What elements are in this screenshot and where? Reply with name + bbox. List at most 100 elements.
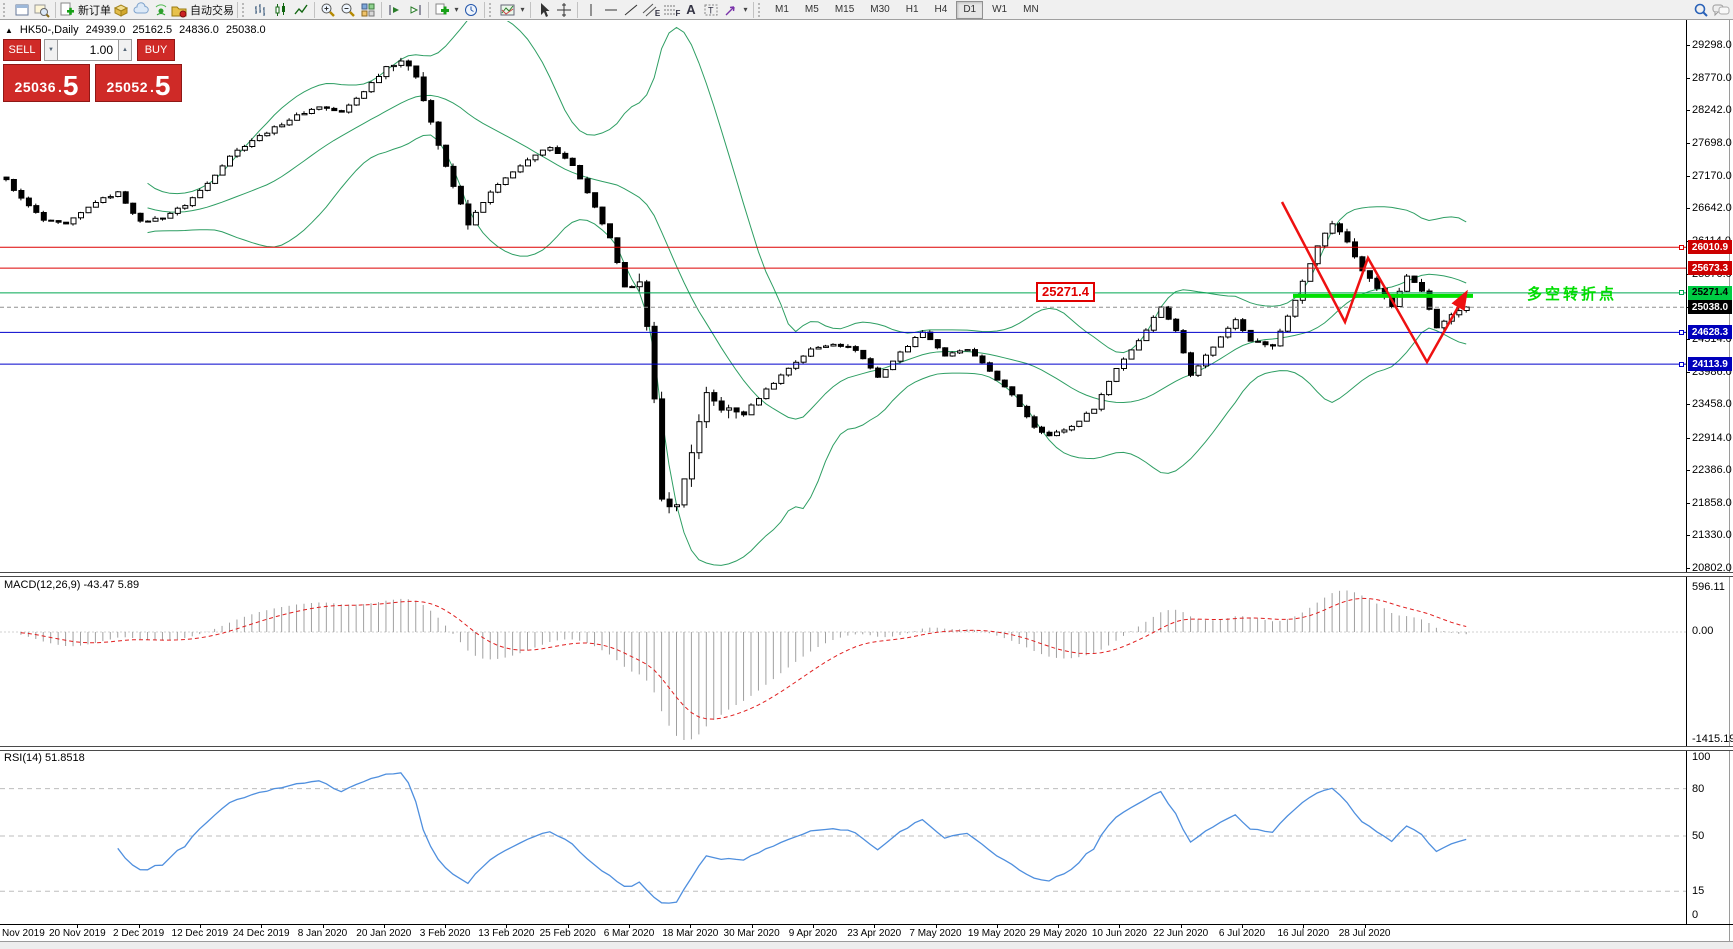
chart-shift-icon[interactable]: [405, 1, 425, 19]
add-indicator-icon[interactable]: [432, 1, 452, 19]
chart-type-caret[interactable]: ▾: [520, 5, 525, 14]
pane-separator[interactable]: [0, 572, 1733, 577]
price-tick-label: 23458.0: [1692, 398, 1732, 411]
price-tick-mark: [1686, 470, 1690, 472]
rsi-axis-label: 100: [1692, 751, 1711, 763]
price-tick-label: 28770.0: [1692, 71, 1732, 84]
channel-tool-icon[interactable]: E: [641, 1, 661, 19]
toolbar-separator: [381, 1, 382, 18]
volume-decrease-button[interactable]: ▼: [44, 39, 58, 61]
collapse-marker-icon[interactable]: ▲: [5, 25, 13, 35]
rsi-pane: [0, 772, 1686, 904]
time-axis-tick: [261, 924, 263, 928]
search-icon[interactable]: [1691, 1, 1711, 19]
macd-pane: [0, 590, 1686, 740]
macd-axis-label: 0.00: [1692, 625, 1714, 637]
time-axis-label: 23 Apr 2020: [847, 928, 902, 939]
one-click-trading-panel: SELL ▼ 1.00 ▲ BUY 25036. 5 25052. 5: [3, 39, 182, 102]
time-axis-tick: [506, 924, 508, 928]
zoom-in-icon[interactable]: [318, 1, 338, 19]
price-tick-mark: [1686, 404, 1690, 406]
time-axis-tick: [77, 924, 79, 928]
text-tool-icon[interactable]: A: [686, 2, 696, 17]
time-axis-label: 29 May 2020: [1029, 928, 1088, 939]
toolbar-grip[interactable]: [242, 2, 248, 17]
price-flag-annotation[interactable]: 25271.4: [1036, 282, 1095, 302]
volume-input[interactable]: 1.00: [58, 39, 118, 61]
buy-button[interactable]: BUY: [137, 39, 175, 61]
time-axis-tick: [1242, 924, 1243, 928]
time-axis-tick: [1364, 924, 1366, 928]
sell-price-frac: 5: [62, 70, 79, 101]
toolbar-separator: [530, 1, 531, 18]
shapes-tool-caret[interactable]: ▾: [743, 5, 748, 14]
timeframe-button-H4[interactable]: H4: [934, 3, 948, 15]
package-icon[interactable]: [111, 1, 131, 19]
time-axis-label: 16 Jul 2020: [1277, 928, 1330, 939]
clock-icon[interactable]: [461, 1, 481, 19]
shapes-tool-icon[interactable]: [721, 1, 741, 19]
timeframe-button-M15[interactable]: M15: [834, 3, 855, 15]
timeframe-button-W1[interactable]: W1: [992, 3, 1008, 15]
timeframe-button-H1[interactable]: H1: [905, 3, 919, 15]
cursor-icon[interactable]: [534, 1, 554, 19]
bottom-strip: [0, 941, 1733, 949]
price-tick-label: 21858.0: [1692, 496, 1732, 509]
chat-icon[interactable]: [1711, 1, 1731, 19]
auto-scroll-icon[interactable]: [385, 1, 405, 19]
price-tick-mark: [1686, 175, 1690, 177]
signal-icon[interactable]: [151, 1, 171, 19]
turning-point-annotation[interactable]: 多空转折点: [1527, 286, 1618, 303]
candle-chart-icon[interactable]: [271, 1, 291, 19]
trendline-tool-icon[interactable]: [621, 1, 641, 19]
rsi-axis-label: 50: [1692, 830, 1705, 842]
add-indicator-caret[interactable]: ▾: [454, 5, 459, 14]
vertical-line-tool-icon[interactable]: [581, 1, 601, 19]
crosshair-icon[interactable]: [554, 1, 574, 19]
toolbar-grip[interactable]: [489, 2, 495, 17]
time-axis-label: 19 May 2020: [967, 928, 1026, 939]
bar-chart-icon[interactable]: [251, 1, 271, 19]
fibonacci-tool-glyph: F: [675, 9, 681, 18]
label-tool-icon[interactable]: T: [701, 1, 721, 19]
timeframe-button-M30[interactable]: M30: [870, 3, 890, 15]
zoom-out-icon[interactable]: [338, 1, 358, 19]
toolbar-grip[interactable]: [3, 2, 9, 17]
time-axis-label: 28 Jul 2020: [1338, 928, 1391, 939]
macd-label: MACD(12,26,9) -43.47 5.89: [4, 579, 140, 591]
sell-price-panel[interactable]: 25036. 5: [3, 64, 90, 102]
auto-trading-label: 自动交易: [190, 4, 234, 17]
sell-button[interactable]: SELL: [3, 39, 41, 61]
timeframe-button-MN[interactable]: MN: [1023, 3, 1039, 15]
level-marker: [1679, 329, 1684, 335]
toolbar-grip[interactable]: [758, 2, 764, 17]
chart-window-icon[interactable]: [12, 1, 32, 19]
price-tick-mark: [1686, 567, 1690, 569]
price-tick-label: 28242.0: [1692, 104, 1732, 116]
buy-price-panel[interactable]: 25052. 5: [95, 64, 182, 102]
fibonacci-tool-icon[interactable]: F: [661, 1, 681, 19]
price-tick-mark: [1686, 502, 1690, 504]
auto-trading-button[interactable]: 自动交易: [171, 1, 234, 19]
price-level-badge: 25038.0: [1688, 300, 1732, 315]
toolbar-separator: [314, 1, 315, 18]
timeframe-button-M5[interactable]: M5: [804, 3, 819, 15]
time-axis-label: 10 Jun 2020: [1091, 928, 1147, 939]
community-icon[interactable]: [131, 1, 151, 19]
timeframe-button-D1[interactable]: D1: [956, 0, 984, 19]
new-order-button[interactable]: 新订单: [59, 1, 111, 19]
macd-axis-label: 596.11: [1692, 581, 1725, 593]
time-axis-label: 13 Feb 2020: [478, 928, 535, 939]
horizontal-line-tool-icon[interactable]: [601, 1, 621, 19]
line-chart-icon[interactable]: [291, 1, 311, 19]
volume-increase-button[interactable]: ▲: [118, 39, 132, 61]
profile-icon[interactable]: [32, 1, 52, 19]
price-tick-mark: [1686, 45, 1690, 46]
tile-windows-icon[interactable]: [358, 1, 378, 19]
toolbar-separator: [237, 1, 238, 18]
macd-histogram: [20, 590, 1467, 740]
timeframe-button-M1[interactable]: M1: [775, 3, 789, 15]
chart-type-icon[interactable]: [498, 1, 518, 19]
pane-separator[interactable]: [0, 746, 1733, 751]
